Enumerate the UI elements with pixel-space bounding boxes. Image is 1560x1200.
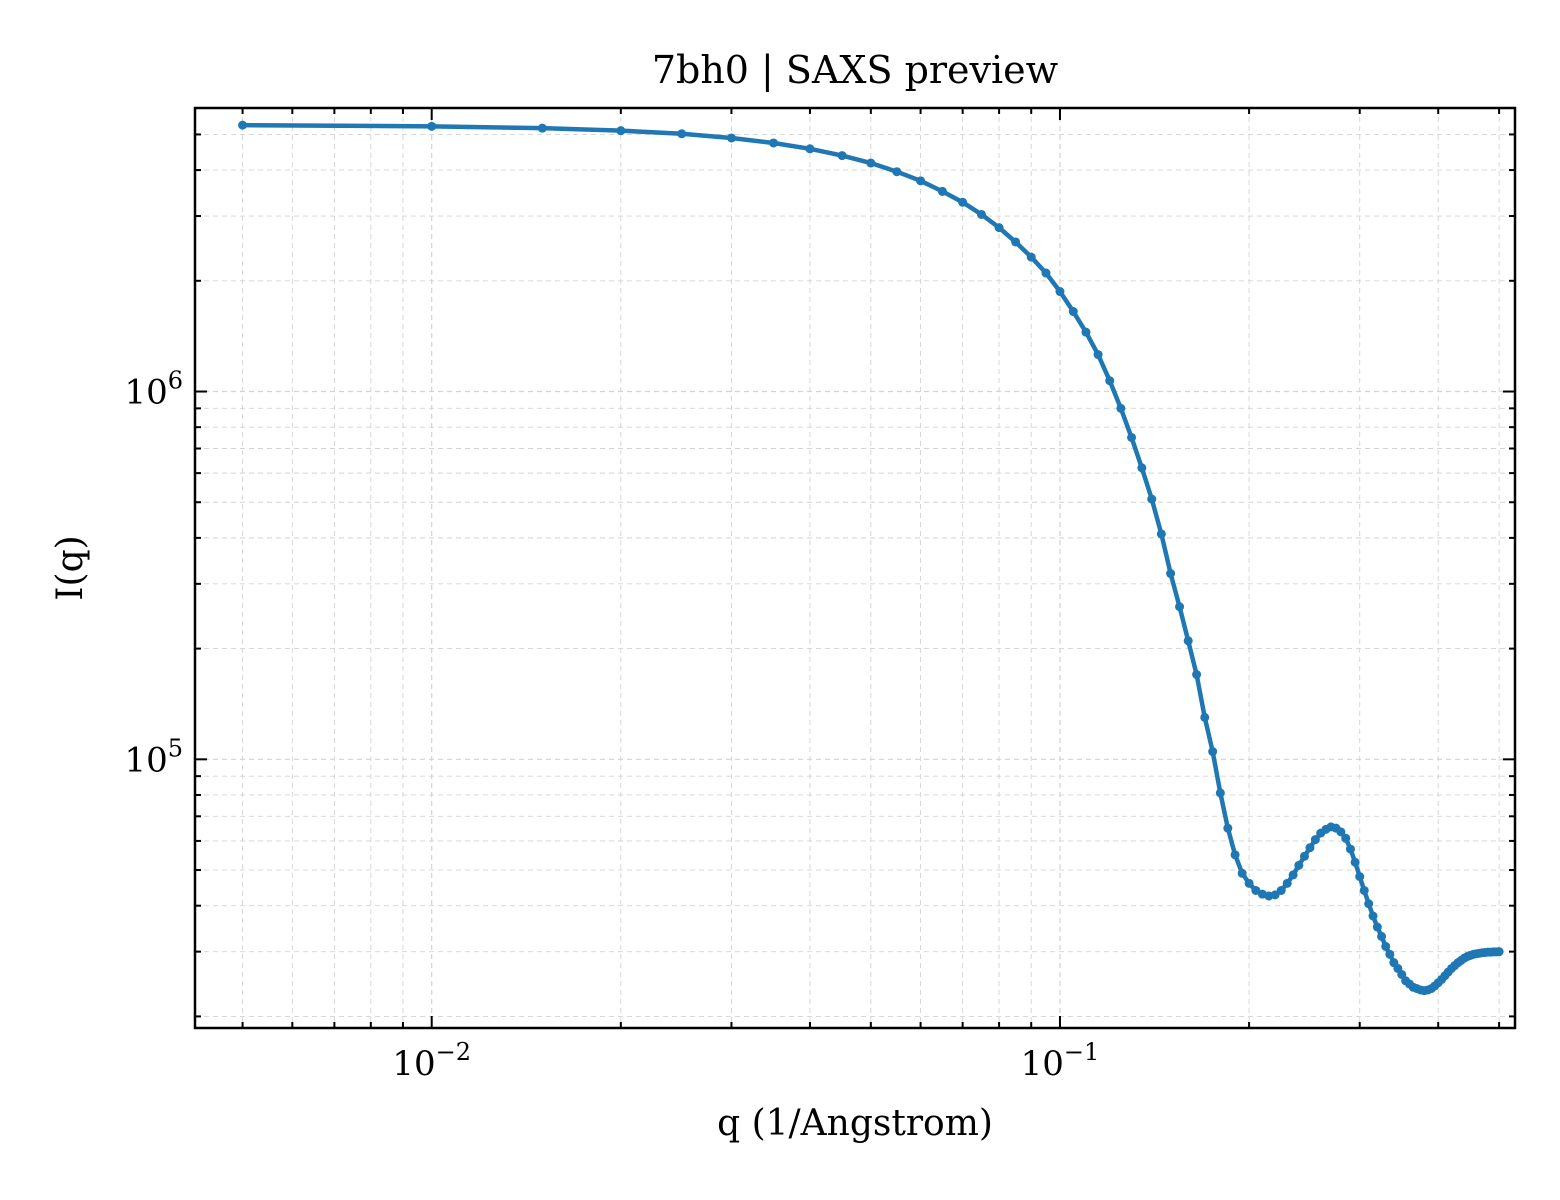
data-point <box>1276 885 1286 895</box>
data-point <box>1223 823 1233 833</box>
data-point <box>1041 268 1051 278</box>
data-point <box>1359 885 1369 895</box>
data-point <box>427 121 437 131</box>
x-axis-label: q (1/Angstrom) <box>717 1103 993 1144</box>
data-point <box>1355 872 1365 882</box>
data-point <box>1116 403 1126 413</box>
data-point <box>1147 494 1157 504</box>
data-point <box>1208 747 1218 757</box>
data-point <box>1068 307 1078 317</box>
data-point <box>916 176 926 186</box>
data-point <box>769 138 779 148</box>
plot-frame <box>193 106 1517 1030</box>
data-point <box>1385 949 1395 959</box>
data-point <box>1105 376 1115 386</box>
data-point <box>1350 857 1360 867</box>
data-point <box>866 158 876 168</box>
tick-label-layer: 10−2 10−1 105 106 <box>124 367 1099 1084</box>
data-point <box>1372 922 1382 932</box>
data-point <box>1299 851 1309 861</box>
data-point <box>1282 878 1292 888</box>
data-point <box>1183 636 1193 646</box>
series-layer <box>238 120 1504 996</box>
data-point <box>1336 827 1346 837</box>
data-point <box>1166 569 1176 579</box>
data-point <box>892 167 902 177</box>
data-point <box>1215 788 1225 798</box>
data-point <box>805 144 815 154</box>
y-axis-label: I(q) <box>50 535 91 600</box>
data-point <box>616 126 626 136</box>
data-point <box>1310 835 1320 845</box>
data-point <box>1175 602 1185 612</box>
data-point <box>1251 885 1261 895</box>
data-point <box>1011 237 1021 247</box>
chart-title: 7bh0 | SAXS preview <box>652 48 1059 92</box>
y-tick-label: 106 <box>124 367 183 413</box>
data-point <box>1244 878 1254 888</box>
data-point <box>1305 843 1315 853</box>
data-point <box>238 120 248 130</box>
data-point <box>1081 327 1091 337</box>
data-point <box>1200 712 1210 722</box>
data-point <box>677 129 687 139</box>
data-point <box>1377 931 1387 941</box>
data-point <box>1093 350 1103 360</box>
data-point <box>1368 911 1378 921</box>
data-point <box>537 123 547 133</box>
data-point <box>1341 833 1351 843</box>
data-point <box>1345 844 1355 854</box>
data-point <box>1137 463 1147 473</box>
data-point <box>1294 860 1304 870</box>
data-point <box>937 186 947 196</box>
data-point <box>1288 870 1298 880</box>
data-point <box>1494 947 1504 957</box>
x-tick-label: 10−1 <box>1021 1038 1100 1084</box>
data-point <box>1364 899 1374 909</box>
data-point <box>1156 529 1166 539</box>
data-point <box>958 197 968 207</box>
data-point <box>1026 252 1036 262</box>
x-tick-label: 10−2 <box>392 1038 471 1084</box>
data-point <box>1381 941 1391 951</box>
data-point <box>837 151 847 161</box>
data-point <box>1127 432 1137 442</box>
data-point <box>994 223 1004 233</box>
data-point <box>1055 287 1065 297</box>
y-tick-label: 105 <box>124 734 183 780</box>
data-point <box>1230 850 1240 860</box>
data-point <box>726 133 736 143</box>
data-point <box>1192 670 1202 680</box>
data-point <box>1237 868 1247 878</box>
data-point <box>976 209 986 219</box>
